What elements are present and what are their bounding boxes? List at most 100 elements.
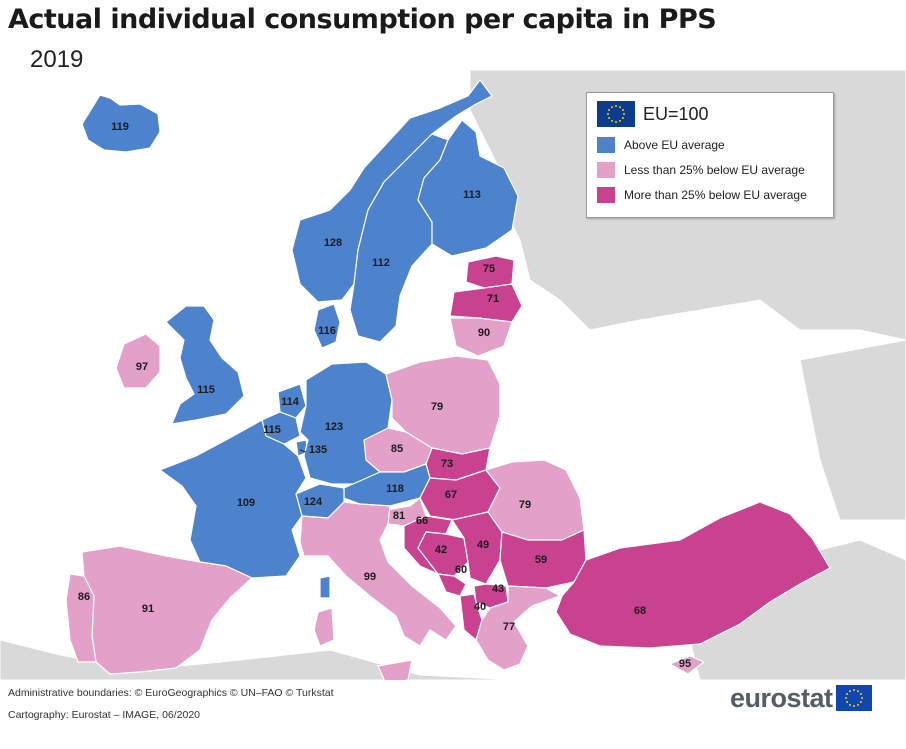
value-label-denmark: 116 (318, 325, 336, 337)
legend-label-above: Above EU average (624, 138, 725, 152)
value-label-france: 109 (237, 497, 255, 509)
value-label-luxembourg: 135 (309, 444, 327, 456)
star-icon (845, 693, 848, 695)
country-italy[interactable] (299, 501, 457, 647)
country-montenegro[interactable] (437, 573, 467, 597)
value-label-estonia: 75 (483, 263, 495, 275)
value-label-north-macedonia: 43 (492, 583, 504, 595)
value-label-albania: 40 (474, 601, 486, 613)
legend-swatch-above (597, 137, 615, 153)
star-icon (859, 701, 862, 703)
star-icon (608, 117, 611, 119)
credit-cartography: Cartography: Eurostat – IMAGE, 06/2020 (8, 709, 201, 721)
map-title: Actual individual consumption per capita… (8, 4, 717, 35)
eurostat-flag-icon (835, 685, 872, 711)
star-icon (611, 106, 613, 109)
star-icon (848, 703, 851, 706)
value-label-united-kingdom: 115 (197, 384, 215, 396)
value-label-sweden: 112 (372, 257, 390, 269)
country-greece[interactable] (475, 585, 561, 671)
value-label-greece: 77 (503, 621, 515, 633)
country-turkey[interactable] (555, 501, 831, 649)
star-icon (852, 705, 855, 707)
value-label-bulgaria: 59 (535, 554, 547, 566)
credit-boundaries: Administrative boundaries: © EuroGeograp… (8, 687, 334, 699)
country-ireland[interactable] (115, 333, 161, 389)
value-label-cyprus: 95 (679, 658, 691, 670)
value-label-czechia: 85 (391, 443, 403, 455)
legend-swatch-more25 (597, 187, 615, 203)
value-label-norway: 128 (324, 237, 342, 249)
star-icon (860, 697, 863, 699)
country-france[interactable] (159, 419, 307, 579)
star-icon (619, 119, 621, 122)
country-finland[interactable] (417, 119, 519, 257)
value-label-slovakia: 73 (441, 458, 453, 470)
legend-item-less25: Less than 25% below EU average (597, 161, 805, 179)
value-label-belgium: 115 (263, 424, 281, 436)
value-label-lithuania: 90 (478, 327, 490, 339)
country-latvia[interactable] (449, 283, 523, 323)
star-icon (623, 113, 625, 115)
eurostat-logo-text: eurostat (730, 682, 833, 713)
country-lithuania[interactable] (449, 317, 513, 357)
caspian-landmass (799, 339, 906, 521)
eu-flag-icon (597, 101, 635, 127)
value-label-italy: 99 (364, 571, 376, 583)
value-label-turkey: 68 (634, 605, 646, 617)
star-icon (608, 109, 611, 111)
country-france-corsica[interactable] (319, 575, 331, 599)
legend-swatch-less25 (597, 162, 615, 178)
star-icon (619, 106, 621, 109)
value-label-spain: 91 (142, 603, 154, 615)
star-icon (856, 690, 859, 693)
value-label-austria: 118 (386, 483, 404, 495)
value-label-bosnia-and-herzegovina: 42 (435, 544, 447, 556)
value-label-slovenia: 81 (393, 510, 405, 522)
eurostat-logo: eurostat (730, 681, 872, 715)
value-label-montenegro: 60 (455, 564, 467, 576)
legend-label-less25: Less than 25% below EU average (624, 163, 805, 177)
star-icon (844, 697, 847, 699)
legend-baseline-row: EU=100 (597, 101, 709, 127)
legend-item-above: Above EU average (597, 136, 725, 154)
star-icon (611, 119, 613, 122)
country-cyprus[interactable] (669, 655, 705, 675)
country-portugal[interactable] (65, 573, 97, 663)
value-label-poland: 79 (431, 401, 443, 413)
star-icon (607, 113, 609, 115)
country-denmark[interactable] (313, 303, 341, 349)
country-united-kingdom[interactable] (165, 305, 245, 425)
country-norway[interactable] (291, 79, 493, 303)
star-icon (615, 105, 617, 107)
star-icon (845, 701, 848, 703)
value-label-finland: 113 (463, 189, 481, 201)
legend-label-more25: More than 25% below EU average (624, 188, 807, 202)
value-label-switzerland: 124 (304, 496, 323, 508)
value-label-portugal: 86 (78, 591, 90, 603)
star-icon (856, 703, 859, 706)
star-icon (859, 693, 862, 695)
legend-baseline-label: EU=100 (643, 103, 709, 124)
legend-box: EU=100 Above EU average Less than 25% be… (586, 92, 834, 218)
value-label-serbia: 49 (477, 539, 489, 551)
country-bosnia-herzegovina[interactable] (417, 531, 469, 577)
country-romania[interactable] (485, 459, 585, 541)
map-subtitle: 2019 (30, 46, 84, 73)
country-italy-sicily[interactable] (377, 659, 413, 680)
value-label-hungary: 67 (445, 489, 457, 501)
value-label-romania: 79 (519, 499, 531, 511)
star-icon (852, 689, 855, 691)
star-icon (848, 690, 851, 693)
star-icon (615, 121, 617, 123)
country-italy-sardinia[interactable] (313, 607, 335, 647)
value-label-ireland: 97 (136, 361, 148, 373)
star-icon (621, 117, 624, 119)
legend-item-more25: More than 25% below EU average (597, 186, 807, 204)
leader-line-luxembourg (299, 449, 307, 453)
value-label-netherlands: 114 (281, 396, 300, 408)
value-label-latvia: 71 (487, 293, 499, 305)
value-label-germany: 123 (325, 421, 343, 433)
country-iceland[interactable] (81, 94, 161, 153)
country-netherlands[interactable] (277, 383, 307, 419)
